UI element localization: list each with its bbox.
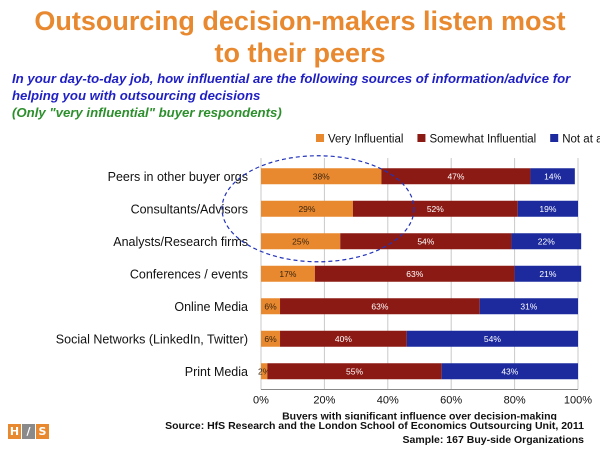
- bar-0-6: [261, 363, 268, 380]
- data-label-2-3: 21%: [539, 269, 556, 279]
- data-label-0-5: 6%: [264, 334, 277, 344]
- legend-swatch-1: [417, 134, 426, 142]
- category-label-4: Online Media: [174, 300, 248, 314]
- bar-1-0: [381, 168, 531, 185]
- bar-1-2: [340, 233, 512, 250]
- data-label-1-6: 55%: [346, 366, 363, 376]
- data-label-0-0: 38%: [313, 171, 330, 181]
- x-tick-label-4: 80%: [504, 395, 526, 407]
- category-label-3: Conferences / events: [130, 267, 248, 281]
- source-line: Source: HfS Research and the London Scho…: [165, 420, 584, 432]
- data-label-1-0: 47%: [447, 171, 464, 181]
- data-label-2-4: 31%: [520, 301, 537, 311]
- bar-2-1: [517, 200, 578, 217]
- x-tick-label-0: 0%: [253, 395, 269, 407]
- data-label-2-2: 22%: [538, 236, 555, 246]
- data-label-0-1: 29%: [298, 204, 315, 214]
- data-label-0-4: 6%: [264, 301, 277, 311]
- bar-0-0: [261, 168, 382, 185]
- x-tick-label-3: 60%: [440, 395, 462, 407]
- bar-0-5: [261, 330, 281, 347]
- category-label-6: Print Media: [185, 365, 248, 379]
- data-label-2-5: 54%: [484, 334, 501, 344]
- logo-letter-s: S: [36, 424, 49, 439]
- data-label-0-6: 2%: [258, 366, 271, 376]
- logo-letter-h: H: [8, 424, 21, 439]
- data-label-1-3: 63%: [406, 269, 423, 279]
- category-label-2: Analysts/Research firms: [113, 235, 248, 249]
- bar-2-0: [530, 168, 575, 185]
- data-label-0-3: 17%: [279, 269, 296, 279]
- annotation-ellipse: [221, 155, 415, 263]
- stacked-bar-chart: Very Influential Somewhat Influential Not …: [56, 134, 600, 421]
- chart-title-line2: to their peers: [214, 38, 386, 68]
- x-tick-label-5: 100%: [564, 395, 592, 407]
- category-label-5: Social Networks (LinkedIn, Twitter): [56, 332, 248, 346]
- bar-0-3: [261, 265, 315, 282]
- bar-1-3: [314, 265, 515, 282]
- x-tick-label-2: 40%: [377, 395, 399, 407]
- bar-2-6: [441, 363, 578, 380]
- chart-title-line1: Outsourcing decision-makers listen most: [34, 6, 566, 36]
- bar-2-2: [511, 233, 582, 250]
- x-axis-title: Buyers with significant influence over d…: [282, 411, 557, 421]
- legend-label-0: Very Influential: [328, 134, 403, 146]
- bar-0-1: [261, 200, 353, 217]
- bar-0-4: [261, 298, 281, 315]
- data-label-0-2: 25%: [292, 236, 309, 246]
- legend-swatch-0: [316, 134, 324, 142]
- hfs-logo: H / S: [8, 424, 50, 439]
- legend-swatch-2: [550, 134, 559, 142]
- bar-1-6: [267, 363, 442, 380]
- legend-label-1: Somewhat Influential: [429, 134, 536, 146]
- bar-1-5: [280, 330, 407, 347]
- bar-0-2: [261, 233, 341, 250]
- data-label-2-6: 43%: [501, 366, 518, 376]
- logo-letter-slash: /: [22, 424, 35, 439]
- sample-line: Sample: 167 Buy-side Organizations: [402, 434, 584, 446]
- question-line1: In your day-to-day job, how influential …: [12, 71, 571, 86]
- data-label-1-2: 54%: [417, 236, 434, 246]
- data-label-1-4: 63%: [371, 301, 388, 311]
- legend-label-2: Not at all Influential: [562, 134, 600, 146]
- bar-1-4: [280, 298, 480, 315]
- bar-2-5: [406, 330, 578, 347]
- bar-2-3: [514, 265, 582, 282]
- data-label-1-5: 40%: [335, 334, 352, 344]
- bar-2-4: [479, 298, 578, 315]
- data-label-2-0: 14%: [544, 171, 561, 181]
- category-label-1: Consultants/Advisors: [131, 202, 248, 216]
- data-label-2-1: 19%: [539, 204, 556, 214]
- bar-1-1: [352, 200, 518, 217]
- question-note: (Only "very influential" buyer responden…: [12, 105, 282, 120]
- question-line2: helping you with outsourcing decisions: [12, 88, 261, 103]
- x-tick-label-1: 20%: [313, 395, 335, 407]
- data-label-1-1: 52%: [427, 204, 444, 214]
- category-label-0: Peers in other buyer orgs: [108, 170, 248, 184]
